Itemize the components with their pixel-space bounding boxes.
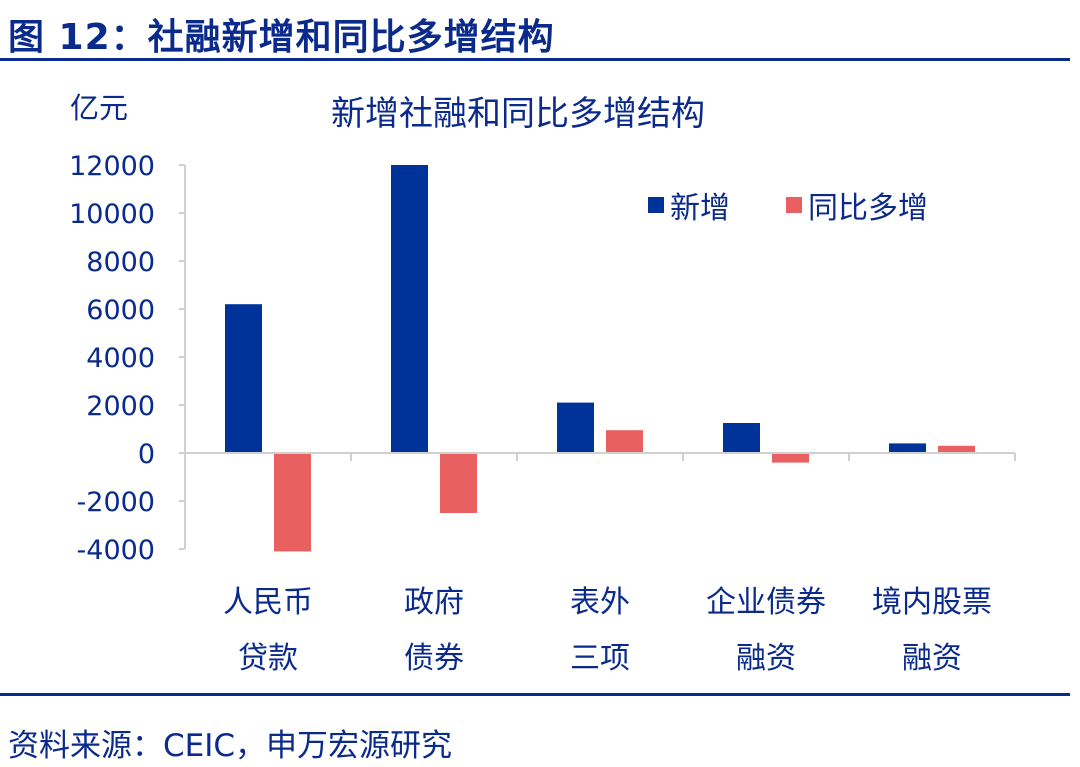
title-divider — [0, 58, 1070, 61]
y-tick-label: 8000 — [86, 247, 155, 278]
legend-swatch-new — [648, 197, 664, 213]
source-divider — [0, 693, 1070, 696]
bar-yoy — [440, 453, 477, 513]
legend-label-new: 新增 — [670, 191, 730, 226]
y-tick-label: 12000 — [69, 151, 155, 182]
bar-new — [225, 304, 262, 453]
x-tick-label: 境内股票 — [872, 585, 992, 620]
x-tick-label: 融资 — [902, 641, 962, 676]
legend: 新增 同比多增 — [648, 191, 928, 226]
bar-new — [557, 402, 594, 453]
bar-yoy — [772, 453, 809, 463]
y-tick-label: 0 — [138, 439, 155, 470]
y-tick-label: -4000 — [77, 535, 155, 566]
chart-title: 新增社融和同比多增结构 — [331, 94, 705, 134]
bar-yoy — [274, 453, 311, 552]
figure-title: 图 12：社融新增和同比多增结构 — [8, 17, 555, 58]
x-tick-label: 人民币 — [223, 585, 313, 620]
x-tick-label: 表外 — [570, 585, 630, 620]
bar-new — [889, 443, 926, 453]
legend-label-yoy: 同比多增 — [808, 191, 928, 226]
y-tick-label: 10000 — [69, 199, 155, 230]
bar-yoy — [606, 430, 643, 453]
y-tick-label: 6000 — [86, 295, 155, 326]
bar-new — [723, 423, 760, 453]
y-tick-label: 4000 — [86, 343, 155, 374]
x-tick-label: 三项 — [570, 641, 630, 676]
y-tick-label: 2000 — [86, 391, 155, 422]
bar-yoy — [938, 445, 975, 453]
legend-swatch-yoy — [786, 197, 802, 213]
x-tick-label: 政府 — [404, 585, 464, 620]
y-tick-label: -2000 — [77, 487, 155, 518]
x-tick-label: 贷款 — [238, 641, 298, 676]
x-tick-label: 债券 — [404, 641, 464, 676]
x-tick-label: 企业债券 — [706, 585, 826, 620]
source-note: 资料来源：CEIC，申万宏源研究 — [8, 728, 453, 764]
chart: 亿元 新增社融和同比多增结构 新增 同比多增 12000 10000 8000 600… — [69, 91, 1016, 676]
x-tick-label: 融资 — [736, 641, 796, 676]
y-axis-label: 亿元 — [70, 91, 128, 125]
bar-new — [391, 165, 428, 453]
